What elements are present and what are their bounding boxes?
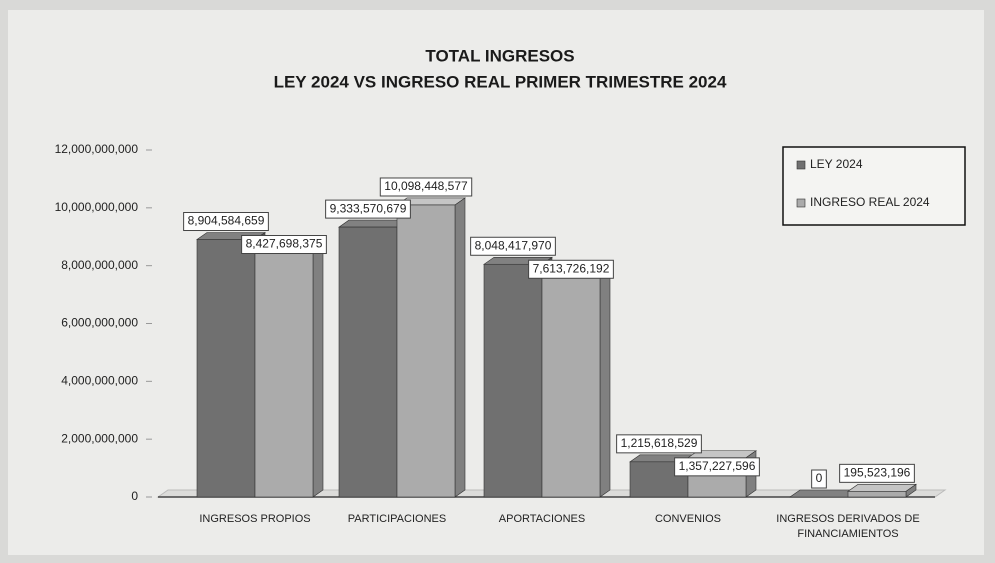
bar-side (312, 245, 324, 498)
x-tick-label: PARTICIPACIONES (347, 513, 447, 525)
x-tick-label: CONVENIOS (654, 513, 721, 525)
value-label: 1,357,227,596 (679, 459, 756, 473)
bar-top (847, 484, 917, 492)
legend-label: INGRESO REAL 2024 (810, 195, 930, 209)
y-tick-label: 0 (131, 489, 138, 503)
y-tick-label: 10,000,000,000 (55, 200, 139, 214)
x-tick-label: APORTACIONES (498, 513, 586, 525)
value-label-box (183, 212, 269, 232)
chart-subtitle: LEY 2024 VS INGRESO REAL PRIMER TRIMESTR… (274, 72, 727, 91)
bar (847, 491, 907, 498)
value-label-box (470, 236, 556, 256)
bar (541, 276, 601, 498)
legend-label: LEY 2024 (810, 157, 863, 171)
value-label-box (839, 463, 915, 483)
value-label-box (616, 434, 702, 454)
value-label: 8,904,584,659 (188, 214, 265, 228)
x-tick-label: INGRESOS PROPIOS (199, 513, 311, 525)
y-tick-label: 6,000,000,000 (61, 316, 138, 330)
value-label: 0 (816, 471, 823, 485)
legend-swatch (796, 160, 806, 170)
value-label-box (379, 177, 473, 197)
bar (396, 204, 456, 498)
value-label-box (811, 469, 827, 489)
value-label: 8,048,417,970 (475, 238, 552, 252)
y-tick-label: 12,000,000,000 (55, 142, 139, 156)
value-label-box (325, 199, 411, 219)
value-label-box (241, 235, 327, 255)
y-tick-label: 2,000,000,000 (61, 431, 138, 445)
bar (483, 263, 543, 498)
value-label: 8,427,698,375 (246, 237, 323, 251)
value-label: 7,613,726,192 (533, 261, 610, 275)
y-tick-label: 8,000,000,000 (61, 258, 138, 272)
y-tick-label: 4,000,000,000 (61, 374, 138, 388)
value-label-box (674, 457, 760, 477)
value-label: 9,333,570,679 (330, 201, 407, 215)
x-tick-label: INGRESOS DERIVADOS DE FINANCIAMIENTOS (776, 513, 920, 540)
legend-box (782, 146, 966, 226)
bar (254, 252, 314, 498)
legend-swatch (796, 198, 806, 208)
chart-title: TOTAL INGRESOS (425, 46, 574, 65)
value-label: 10,098,448,577 (384, 179, 468, 193)
value-label: 1,215,618,529 (621, 436, 698, 450)
value-label: 195,523,196 (844, 466, 911, 480)
bar (338, 226, 398, 498)
bar (196, 239, 256, 498)
bar-side (454, 197, 466, 498)
bar-side (599, 269, 611, 498)
value-label-box (528, 259, 614, 279)
